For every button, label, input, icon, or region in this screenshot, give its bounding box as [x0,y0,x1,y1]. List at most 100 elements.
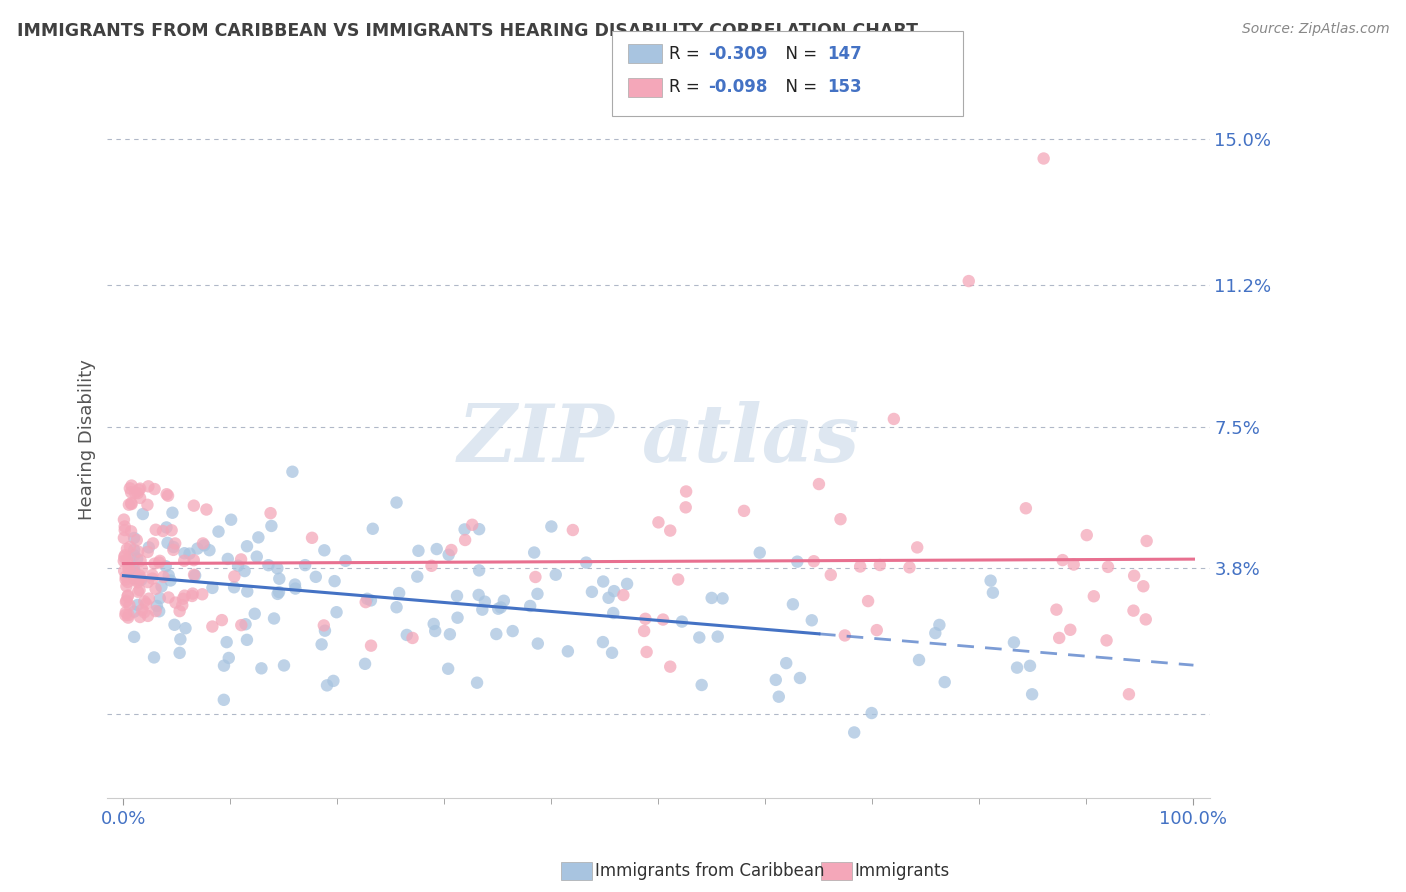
Point [129,610,152,624]
Point [236,632,259,647]
Point [157,591,180,605]
Point [905,541,928,555]
Point [1021,687,1043,701]
Point [152,570,174,584]
Point [659,659,682,673]
Point [425,624,447,638]
Point [181,586,204,600]
Point [263,611,285,625]
Text: Source: ZipAtlas.com: Source: ZipAtlas.com [1241,22,1389,37]
Point [117,562,139,576]
Point [115,579,138,593]
Point [201,619,224,633]
Point [243,607,266,621]
Text: Immigrants: Immigrants [855,862,950,880]
Point [322,673,344,688]
Point [127,575,149,590]
Text: N =: N = [775,45,823,62]
Point [145,582,167,596]
Point [128,568,150,582]
Point [146,599,169,613]
Point [408,544,430,558]
Point [114,608,136,623]
Point [122,531,145,545]
Point [675,500,697,515]
Point [284,582,307,596]
Point [446,610,468,624]
Point [120,496,142,510]
Point [152,524,174,538]
Point [844,725,866,739]
Point [524,570,547,584]
Point [155,559,177,574]
Point [211,613,233,627]
Point [284,577,307,591]
Point [127,598,149,612]
Point [1059,623,1081,637]
Point [183,499,205,513]
Point [131,562,153,576]
Point [1045,602,1067,616]
Point [121,497,143,511]
Point [485,627,508,641]
Point [193,538,215,552]
Point [173,589,195,603]
Point [581,585,603,599]
Point [127,584,149,599]
Point [301,531,323,545]
Point [129,573,152,587]
Point [127,551,149,566]
Point [575,556,598,570]
Point [1083,589,1105,603]
Point [157,489,180,503]
Point [260,519,283,533]
Point [489,600,512,615]
Point [354,595,377,609]
Point [136,498,159,512]
Point [117,551,139,566]
Point [1135,612,1157,626]
Point [135,597,157,611]
Point [117,574,139,589]
Point [157,568,180,582]
Point [118,481,141,495]
Point [122,562,145,576]
Point [191,587,214,601]
Point [246,549,269,564]
Point [266,561,288,575]
Point [800,613,823,627]
Point [636,645,658,659]
Point [540,519,562,533]
Point [169,604,191,618]
Point [134,594,156,608]
Point [544,567,567,582]
Point [928,618,950,632]
Point [592,574,614,589]
Point [316,678,339,692]
Point [267,585,290,599]
Point [1052,553,1074,567]
Point [492,593,515,607]
Point [406,569,429,583]
Point [122,542,145,557]
Point [122,605,145,619]
Point [212,693,235,707]
Point [118,498,141,512]
Point [115,595,138,609]
Point [1122,604,1144,618]
Point [323,574,346,588]
Point [765,673,787,687]
Point [446,589,468,603]
Point [807,477,830,491]
Point [1047,631,1070,645]
Point [201,581,224,595]
Point [219,513,242,527]
Point [688,631,710,645]
Point [335,554,357,568]
Point [439,627,461,641]
Point [183,567,205,582]
Point [114,523,136,537]
Point [527,636,550,650]
Point [132,507,155,521]
Point [883,412,905,426]
